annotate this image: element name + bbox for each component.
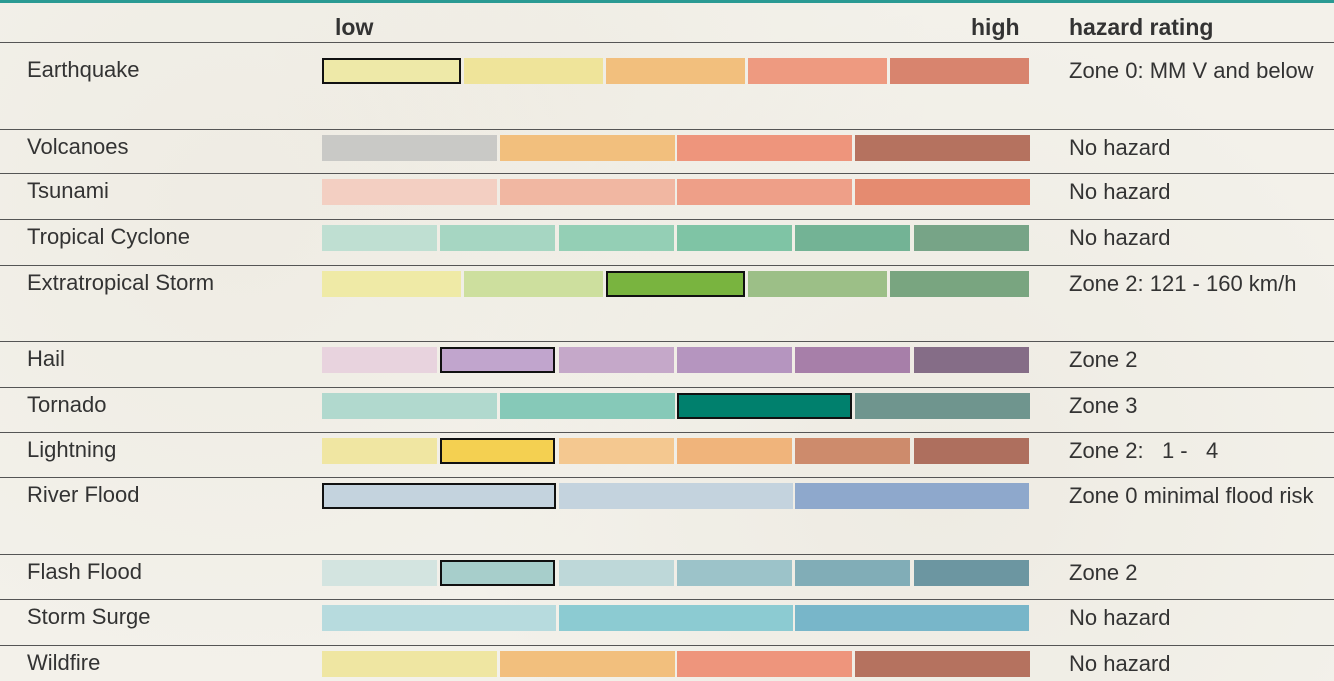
- hazard-rating: Zone 2: 1 - 4: [1069, 438, 1219, 463]
- row-divider: [0, 129, 1334, 130]
- hazard-level-segment: [559, 438, 674, 464]
- hazard-level-segment: [855, 135, 1030, 161]
- hazard-level-segment: [795, 347, 910, 373]
- hazard-level-segment: [322, 179, 497, 205]
- hazard-level-segment: [500, 135, 675, 161]
- hazard-level-segment: [914, 438, 1029, 464]
- hazard-level-segment: [322, 560, 437, 586]
- header-hazard-rating: hazard rating: [1069, 14, 1214, 40]
- hazard-level-segment: [677, 225, 792, 251]
- hazard-level-segment: [914, 560, 1029, 586]
- hazard-label: Volcanoes: [27, 134, 129, 159]
- hazard-label: Tornado: [27, 392, 107, 417]
- hazard-level-segment: [795, 225, 910, 251]
- hazard-label: Tropical Cyclone: [27, 224, 191, 249]
- hazard-level-selected: [677, 393, 852, 419]
- hazard-level-segment: [500, 651, 675, 677]
- hazard-level-selected: [440, 438, 555, 464]
- header-low: low: [335, 14, 374, 40]
- hazard-level-segment: [855, 651, 1030, 677]
- hazard-level-segment: [795, 605, 1029, 631]
- hazard-level-segment: [322, 225, 437, 251]
- hazard-level-segment: [322, 438, 437, 464]
- row-divider: [0, 599, 1334, 600]
- hazard-label: Lightning: [27, 437, 117, 462]
- hazard-level-segment: [748, 271, 887, 297]
- hazard-level-selected: [322, 483, 556, 509]
- hazard-label: Tsunami: [27, 178, 109, 203]
- hazard-label: Storm Surge: [27, 604, 151, 629]
- hazard-level-selected: [322, 58, 461, 84]
- hazard-level-selected: [440, 560, 555, 586]
- hazard-rating: Zone 3: [1069, 393, 1138, 418]
- hazard-rating: No hazard: [1069, 651, 1171, 676]
- hazard-level-segment: [322, 271, 461, 297]
- hazard-label: Wildfire: [27, 650, 101, 675]
- hazard-rating: No hazard: [1069, 135, 1171, 160]
- hazard-rating: Zone 2: [1069, 560, 1138, 585]
- hazard-level-segment: [559, 347, 674, 373]
- hazard-level-segment: [322, 347, 437, 373]
- hazard-level-segment: [855, 179, 1030, 205]
- row-divider: [0, 554, 1334, 555]
- hazard-level-segment: [677, 135, 852, 161]
- hazard-level-segment: [322, 393, 497, 419]
- hazard-level-segment: [890, 58, 1029, 84]
- row-divider: [0, 432, 1334, 433]
- hazard-rating: No hazard: [1069, 179, 1171, 204]
- row-divider: [0, 265, 1334, 266]
- hazard-level-segment: [322, 605, 556, 631]
- hazard-level-segment: [890, 271, 1029, 297]
- hazard-rating: Zone 0 minimal flood risk: [1069, 483, 1314, 508]
- hazard-rating: Zone 2: [1069, 347, 1138, 372]
- hazard-rating: Zone 0: MM V and below: [1069, 58, 1314, 83]
- hazard-level-segment: [440, 225, 555, 251]
- hazard-level-segment: [464, 58, 603, 84]
- row-divider: [0, 341, 1334, 342]
- hazard-level-segment: [677, 347, 792, 373]
- row-divider: [0, 173, 1334, 174]
- row-divider: [0, 387, 1334, 388]
- row-divider: [0, 219, 1334, 220]
- row-divider: [0, 477, 1334, 478]
- hazard-rating: Zone 2: 121 - 160 km/h: [1069, 271, 1297, 296]
- hazard-level-selected: [606, 271, 745, 297]
- hazard-label: Extratropical Storm: [27, 270, 215, 295]
- hazard-level-segment: [677, 651, 852, 677]
- top-accent-rule: [0, 0, 1334, 3]
- hazard-level-segment: [559, 605, 793, 631]
- hazard-rating: No hazard: [1069, 225, 1171, 250]
- hazard-level-segment: [559, 483, 793, 509]
- hazard-level-segment: [855, 393, 1030, 419]
- hazard-level-segment: [795, 560, 910, 586]
- header-high: high: [971, 14, 1020, 40]
- hazard-level-segment: [795, 483, 1029, 509]
- hazard-level-segment: [748, 58, 887, 84]
- hazard-label: Flash Flood: [27, 559, 142, 584]
- hazard-level-segment: [464, 271, 603, 297]
- hazard-level-segment: [500, 393, 675, 419]
- hazard-level-segment: [606, 58, 745, 84]
- hazard-level-segment: [795, 438, 910, 464]
- hazard-level-segment: [559, 225, 674, 251]
- hazard-level-segment: [677, 179, 852, 205]
- hazard-level-selected: [440, 347, 555, 373]
- hazard-level-segment: [677, 560, 792, 586]
- hazard-level-segment: [559, 560, 674, 586]
- row-divider: [0, 42, 1334, 43]
- hazard-level-segment: [914, 347, 1029, 373]
- hazard-level-segment: [500, 179, 675, 205]
- hazard-rating: No hazard: [1069, 605, 1171, 630]
- hazard-level-segment: [914, 225, 1029, 251]
- hazard-label: Hail: [27, 346, 65, 371]
- hazard-level-segment: [322, 651, 497, 677]
- hazard-level-segment: [677, 438, 792, 464]
- hazard-label: Earthquake: [27, 57, 140, 82]
- row-divider: [0, 645, 1334, 646]
- hazard-level-segment: [322, 135, 497, 161]
- hazard-label: River Flood: [27, 482, 140, 507]
